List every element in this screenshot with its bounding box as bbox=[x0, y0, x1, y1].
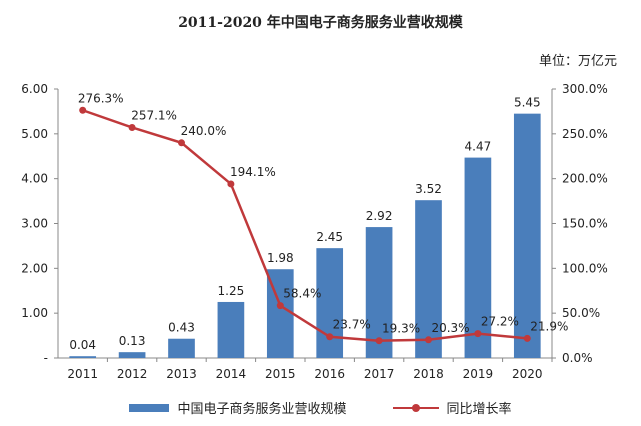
y-right-tick-label: 50.0% bbox=[562, 306, 600, 320]
bar-value-label: 0.13 bbox=[119, 334, 146, 348]
y-right-tick-label: 100.0% bbox=[562, 261, 608, 275]
y-left-tick-label: - bbox=[44, 351, 48, 365]
legend-swatch-line bbox=[392, 402, 439, 414]
y-left-tick-label: 1.00 bbox=[21, 306, 48, 320]
x-tick-label: 2017 bbox=[364, 367, 395, 381]
x-tick-label: 2018 bbox=[413, 367, 444, 381]
bar-value-label: 2.92 bbox=[366, 209, 393, 223]
y-right-tick-label: 250.0% bbox=[562, 127, 608, 141]
bar bbox=[217, 301, 245, 358]
growth-point bbox=[474, 330, 482, 338]
y-left-tick-label: 4.00 bbox=[21, 172, 48, 186]
legend-item-line: 同比增长率 bbox=[392, 398, 512, 417]
growth-value-label: 194.1% bbox=[230, 165, 276, 179]
bar bbox=[118, 352, 146, 358]
bar-value-label: 5.45 bbox=[514, 96, 541, 110]
growth-point bbox=[79, 106, 87, 114]
growth-point bbox=[178, 139, 185, 147]
y-right-tick-label: 150.0% bbox=[562, 217, 608, 231]
growth-value-label: 240.0% bbox=[181, 124, 227, 138]
bar bbox=[464, 157, 492, 358]
growth-value-label: 23.7% bbox=[333, 318, 371, 332]
x-tick-label: 2019 bbox=[463, 367, 494, 381]
y-left-tick-label: 3.00 bbox=[21, 217, 48, 231]
x-tick-label: 2012 bbox=[117, 367, 148, 381]
y-left-tick-label: 6.00 bbox=[21, 82, 48, 96]
x-tick-label: 2016 bbox=[314, 367, 345, 381]
bar-value-label: 0.43 bbox=[168, 321, 195, 335]
bar bbox=[316, 248, 344, 358]
y-left-tick-label: 2.00 bbox=[21, 261, 48, 275]
chart-title: 2011-2020 年中国电子商务服务业营收规模 bbox=[178, 15, 463, 31]
bar bbox=[168, 338, 195, 358]
bar-value-label: 4.47 bbox=[465, 140, 492, 154]
y-right-tick-label: 0.0% bbox=[562, 351, 593, 365]
x-tick-label: 2011 bbox=[67, 367, 98, 381]
x-tick-label: 2015 bbox=[265, 367, 296, 381]
y-left-tick-label: 5.00 bbox=[21, 127, 48, 141]
growth-value-label: 27.2% bbox=[481, 315, 519, 329]
growth-value-label: 21.9% bbox=[530, 319, 568, 333]
y-right-tick-label: 300.0% bbox=[562, 82, 608, 96]
legend-item-bar: 中国电子商务服务业营收规模 bbox=[129, 398, 347, 417]
bar-value-label: 1.98 bbox=[267, 251, 294, 265]
growth-value-label: 276.3% bbox=[78, 91, 124, 105]
growth-value-label: 19.3% bbox=[382, 322, 420, 336]
growth-line bbox=[82, 109, 528, 342]
bar-value-label: 3.52 bbox=[415, 182, 442, 196]
x-tick-label: 2014 bbox=[216, 367, 247, 381]
bar-value-label: 2.45 bbox=[316, 230, 343, 244]
growth-value-label: 20.3% bbox=[431, 321, 469, 335]
bar-value-label: 0.04 bbox=[69, 338, 96, 352]
growth-value-label: 257.1% bbox=[131, 108, 177, 122]
legend-label-line: 同比增长率 bbox=[446, 402, 512, 417]
growth-point bbox=[276, 302, 284, 310]
growth-point bbox=[375, 337, 383, 345]
legend: 中国电子商务服务业营收规模 同比增长率 bbox=[0, 398, 641, 417]
legend-label-bar: 中国电子商务服务业营收规模 bbox=[177, 402, 347, 417]
growth-point bbox=[523, 334, 531, 342]
bar bbox=[415, 200, 442, 358]
x-tick-label: 2020 bbox=[512, 367, 543, 381]
bar bbox=[69, 356, 97, 358]
growth-point bbox=[128, 123, 136, 131]
growth-value-label: 58.4% bbox=[283, 287, 321, 301]
growth-point bbox=[227, 180, 235, 188]
legend-swatch-bar bbox=[129, 403, 170, 412]
bar bbox=[365, 227, 393, 358]
growth-point bbox=[425, 336, 432, 344]
growth-point bbox=[326, 333, 334, 341]
x-tick-label: 2013 bbox=[166, 367, 197, 381]
bar bbox=[513, 113, 541, 359]
y-right-tick-label: 200.0% bbox=[562, 172, 608, 186]
bar-value-label: 1.25 bbox=[218, 284, 245, 298]
unit-label: 单位：万亿元 bbox=[538, 54, 617, 69]
